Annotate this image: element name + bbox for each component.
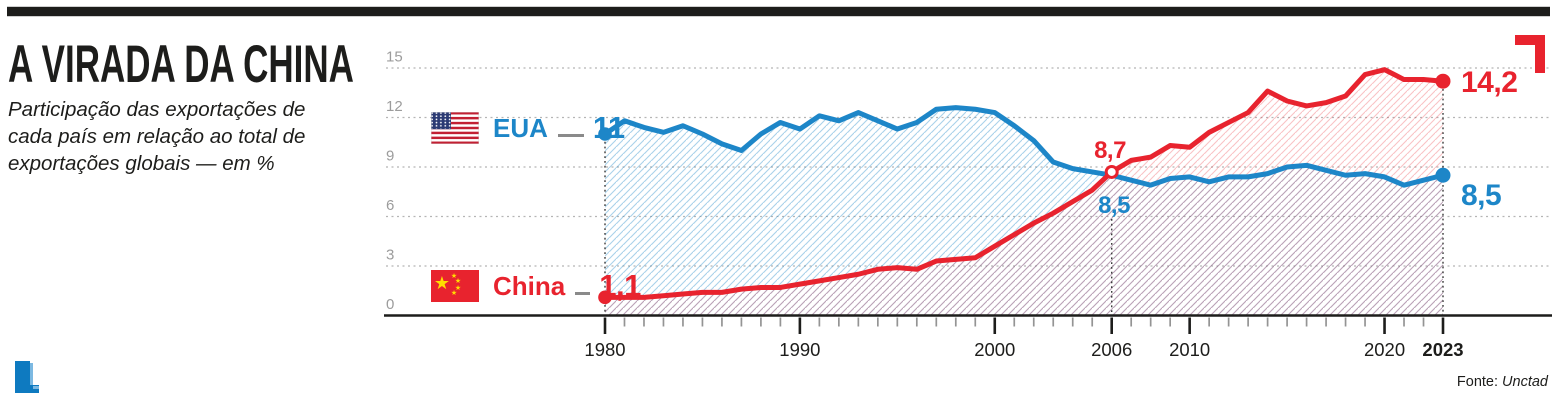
china-start-point — [598, 290, 612, 305]
svg-text:★: ★ — [451, 289, 457, 297]
page-title: A VIRADA DA CHINA — [8, 35, 354, 94]
value-labels: 8,7 8,5 14,2 8,5 — [1094, 66, 1518, 219]
legend-eua-dash — [557, 133, 584, 137]
china-end-point — [1435, 73, 1451, 89]
legend-china-dash — [575, 291, 591, 295]
china-area — [605, 69, 1443, 316]
legend-eua-value: 11 — [592, 110, 625, 145]
source-name: Unctad — [1502, 374, 1548, 390]
china-flag-icon: ★ ★ ★ ★ ★ — [431, 270, 479, 302]
red-corner-bracket-top-right — [1515, 35, 1545, 45]
x-tick-label: 2020 — [1364, 339, 1405, 360]
svg-text:★: ★ — [455, 284, 461, 292]
y-tick-label: 3 — [386, 247, 394, 264]
legend-china: ★ ★ ★ ★ ★ China 1,1 — [431, 268, 641, 304]
x-axis: 1980 1990 2000 2006 2010 2020 2023 — [384, 314, 1552, 360]
svg-text:★: ★ — [451, 272, 457, 280]
red-corner-bracket-top-right-vertical — [1535, 35, 1545, 73]
x-tick-label: 1990 — [779, 339, 820, 360]
hatched-areas — [605, 69, 1443, 316]
china-line — [602, 67, 1446, 300]
legend-china-label: China — [493, 270, 566, 301]
x-tick-label: 2010 — [1169, 339, 1210, 360]
eua-start-point — [598, 127, 612, 141]
x-tick-label: 2000 — [974, 339, 1015, 360]
blue-corner-bracket-bottom-left-foot — [15, 385, 39, 393]
y-tick-label: 12 — [386, 98, 403, 115]
top-rule — [7, 6, 1550, 17]
year-marker-lines — [604, 84, 1444, 316]
eua-end-point — [1435, 167, 1451, 183]
x-tick-label: 1980 — [584, 339, 625, 360]
blue-corner-bracket-highlight — [30, 363, 33, 387]
crossover-point — [1104, 164, 1119, 179]
legend-eua-label: EUA — [493, 112, 548, 143]
china-value-label-2006: 8,7 — [1094, 137, 1126, 164]
source-prefix: Fonte: — [1456, 374, 1503, 390]
eua-value-label-2006: 8,5 — [1098, 192, 1130, 219]
legend-china-value: 1,1 — [599, 268, 641, 303]
x-tick-label: 2023 — [1422, 339, 1463, 360]
data-points — [598, 73, 1451, 305]
blue-corner-bracket-foot-highlight — [33, 386, 39, 389]
x-tick-label: 2006 — [1091, 339, 1132, 360]
eua-line — [602, 105, 1446, 188]
y-tick-label: 6 — [386, 197, 394, 214]
y-tick-label: 0 — [386, 296, 394, 313]
source-credit: Fonte: Unctad — [1457, 374, 1548, 390]
legend-eua: EUA 11 — [431, 110, 625, 146]
chart-subtitle: Participação das exportações de cada paí… — [8, 98, 306, 176]
series-lines — [602, 67, 1446, 300]
svg-text:★: ★ — [455, 277, 461, 285]
y-tick-label: 15 — [386, 49, 403, 66]
svg-text:★: ★ — [434, 273, 450, 293]
usa-flag-icon — [431, 112, 479, 144]
eua-value-label-2023: 8,5 — [1461, 179, 1501, 212]
y-tick-label: 9 — [386, 148, 394, 165]
china-value-label-2023: 14,2 — [1461, 66, 1517, 99]
